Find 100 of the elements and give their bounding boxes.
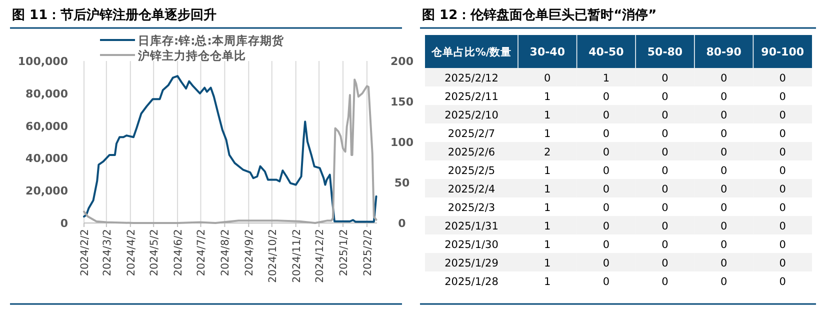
data-label: 0 <box>662 109 668 122</box>
data-label: 0 <box>602 220 610 232</box>
data-label: 0 <box>779 128 786 140</box>
data-label: 0 <box>662 257 668 270</box>
data-label: 0 <box>779 90 786 103</box>
y-tick-label: 40,000 <box>26 152 68 166</box>
data-label: 1 <box>544 109 551 122</box>
x-tick-label: 30-40 <box>530 46 566 58</box>
y2-tick-label: 0 <box>398 217 406 230</box>
data-label: 0 <box>662 146 668 158</box>
data-label: 1 <box>544 164 551 177</box>
x-tick-label: 2025/2/2 <box>362 229 374 276</box>
data-label: 0 <box>544 72 551 84</box>
y-tick-label: 2025/2/6 <box>448 146 496 158</box>
data-label: 0 <box>779 257 786 270</box>
data-label: 0 <box>779 238 786 251</box>
data-label: 0 <box>720 276 728 288</box>
data-label: 0 <box>602 128 610 140</box>
y-tick-label: 2025/2/11 <box>444 90 498 103</box>
data-label: 0 <box>779 276 786 288</box>
data-label: 0 <box>602 183 610 196</box>
data-label: 1 <box>544 202 551 214</box>
data-label: 0 <box>720 202 728 214</box>
data-label: 2 <box>544 146 551 158</box>
data-label: 0 <box>662 220 668 232</box>
data-label: 0 <box>602 109 610 122</box>
data-label: 0 <box>662 183 668 196</box>
y-tick-label: 80,000 <box>26 87 68 100</box>
data-label: 0 <box>662 202 668 214</box>
y-tick-label: 2025/1/28 <box>444 276 498 288</box>
data-label: 0 <box>779 183 786 196</box>
y-tick-label: 100,000 <box>18 55 68 68</box>
data-label: 0 <box>662 128 668 140</box>
data-label: 1 <box>544 257 551 270</box>
data-label: 0 <box>720 257 728 270</box>
data-label: 1 <box>544 238 551 251</box>
data-label: 0 <box>720 220 728 232</box>
legend-label: 日库存:锌:总:本周库存期货 <box>138 34 285 48</box>
data-label: 0 <box>779 146 786 158</box>
x-tick-label: 2024/4/2 <box>125 229 138 276</box>
x-tick-label: 40-50 <box>588 46 624 58</box>
y-tick-label: 2025/1/31 <box>444 220 498 232</box>
data-label: 0 <box>720 238 728 251</box>
x-tick-label: 2024/3/2 <box>101 229 114 276</box>
x-tick-label: 50-80 <box>647 46 683 58</box>
data-label: 0 <box>720 109 728 122</box>
y-tick-label: 2025/1/29 <box>444 257 498 270</box>
legend-label: 沪锌主力持仓仓单比 <box>137 48 246 62</box>
data-label: 0 <box>720 183 728 196</box>
y2-tick-label: 150 <box>390 96 414 108</box>
x-tick-label: 2024/5/2 <box>148 229 161 276</box>
chart-title: 图 11：节后沪锌注册仓单逐步回升 <box>12 7 217 23</box>
data-label: 1 <box>544 220 551 232</box>
y-tick-label: 20,000 <box>26 184 68 198</box>
data-label: 0 <box>720 146 728 158</box>
y2-tick-label: 100 <box>390 136 414 149</box>
data-label: 1 <box>544 276 551 288</box>
y-tick-label: 2025/2/7 <box>448 128 496 140</box>
data-label: 1 <box>544 183 551 196</box>
y-tick-label: 2025/2/5 <box>448 164 496 177</box>
x-tick-label: 2024/10/2 <box>266 229 279 283</box>
x-tick-label: 80-90 <box>706 46 742 58</box>
data-label: 1 <box>544 90 551 103</box>
x-tick-label: 2024/7/2 <box>196 229 208 276</box>
x-tick-label: 2024/11/2 <box>290 229 303 283</box>
data-label: 0 <box>602 202 610 214</box>
y2-tick-label: 200 <box>390 55 414 68</box>
data-label: 0 <box>602 276 610 288</box>
y-axis-title: 仓单占比%/数量 <box>430 46 512 58</box>
data-label: 0 <box>720 164 728 177</box>
data-label: 0 <box>662 72 668 84</box>
y-tick-label: 2025/2/4 <box>448 183 496 196</box>
data-label: 0 <box>720 72 728 84</box>
data-label: 0 <box>602 257 610 270</box>
x-tick-label: 2024/8/2 <box>220 229 232 276</box>
data-label: 0 <box>779 164 786 177</box>
data-label: 1 <box>544 128 551 140</box>
data-label: 0 <box>720 90 728 103</box>
data-label: 0 <box>602 164 610 177</box>
data-label: 0 <box>779 109 786 122</box>
data-label: 0 <box>602 146 610 158</box>
x-tick-label: 90-100 <box>761 46 804 58</box>
x-tick-label: 2024/12/2 <box>314 229 326 283</box>
y2-tick-label: 50 <box>394 176 410 190</box>
data-label: 0 <box>662 90 668 103</box>
data-label: 0 <box>662 164 668 177</box>
data-label: 1 <box>602 72 610 84</box>
y-tick-label: 2025/2/10 <box>444 109 498 122</box>
x-tick-label: 2024/9/2 <box>244 229 256 276</box>
data-label: 0 <box>779 220 786 232</box>
data-label: 0 <box>662 238 668 251</box>
y-tick-label: 0 <box>60 217 68 230</box>
data-label: 0 <box>662 276 668 288</box>
x-tick-label: 2025/1/2 <box>338 229 350 276</box>
chart-title: 图 12：伦锌盘面仓单巨头已暂时“消停” <box>422 7 657 23</box>
y-tick-label: 2025/2/12 <box>444 72 498 84</box>
data-label: 0 <box>602 90 610 103</box>
data-label: 0 <box>779 72 786 84</box>
data-label: 0 <box>720 128 728 140</box>
y-tick-label: 2025/1/30 <box>444 238 498 251</box>
